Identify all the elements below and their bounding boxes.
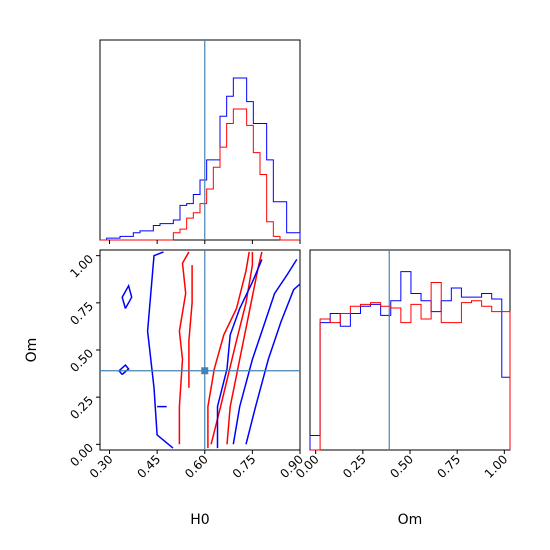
y-axis-label-om: Om [24, 338, 40, 363]
hist-om-series-0 [309, 271, 511, 450]
axes-layer: 0.30 0.45 0.60 0.75 0.900.000.250.500.751.00… [67, 240, 510, 481]
contour-line-2 [207, 251, 250, 449]
hist-h0-panel [99, 39, 301, 241]
scatter-xtick-label-0: 0.30 [87, 452, 116, 481]
hist-h0-series-0 [100, 77, 301, 241]
hist-om-series-1 [310, 282, 511, 451]
contour-line-9 [121, 283, 133, 309]
x-axis-label-h0: H0 [190, 512, 209, 528]
hist-om-xtick-label-1: 0.25 [340, 452, 369, 481]
scatter-ytick-label-4: 1.00 [67, 252, 96, 281]
scatter-xtick-label-2: 0.60 [182, 452, 211, 481]
hist-h0-layer [100, 77, 301, 241]
contour-line-0 [226, 251, 263, 445]
contour-line-5 [232, 259, 298, 445]
contour-line-8 [146, 251, 174, 449]
contour-line-7 [216, 259, 263, 449]
contour-line-1 [210, 251, 254, 445]
scatter-ytick-label-3: 0.75 [67, 299, 96, 328]
hist-om-xtick-label-4: 1.00 [482, 452, 511, 481]
hist-om-xtick-label-3: 0.75 [434, 452, 463, 481]
contour-line-3 [178, 251, 190, 445]
scatter-panel [99, 249, 301, 451]
scatter-ytick-label-1: 0.25 [67, 393, 96, 422]
hist-om-panel [309, 249, 511, 451]
contour-line-4 [188, 265, 193, 388]
contour-line-10 [117, 364, 130, 376]
scatter-ytick-label-2: 0.50 [67, 346, 96, 375]
truth-marker [201, 367, 209, 375]
contour-layer [117, 251, 301, 449]
hist-h0-series-1 [100, 108, 300, 241]
x-axis-label-om: Om [398, 512, 423, 528]
truth-layer [100, 40, 390, 450]
scatter-xtick-label-1: 0.45 [134, 452, 163, 481]
hist-om-layer [309, 271, 511, 451]
contour-line-6 [245, 283, 301, 445]
scatter-xtick-label-3: 0.75 [230, 452, 259, 481]
hist-om-xtick-label-2: 0.50 [387, 452, 416, 481]
